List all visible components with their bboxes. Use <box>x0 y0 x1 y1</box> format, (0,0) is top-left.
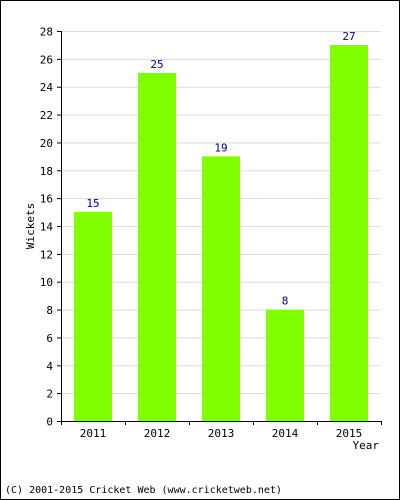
data-label: 19 <box>214 141 227 154</box>
x-tick-label: 2014 <box>272 427 299 440</box>
x-tick-label: 2011 <box>80 427 107 440</box>
axes <box>61 31 381 422</box>
y-tick-label: 4 <box>46 360 53 373</box>
y-tick-label: 28 <box>40 26 53 39</box>
y-tick-label: 18 <box>40 165 53 178</box>
bar-2014 <box>266 309 304 421</box>
y-tick-label: 10 <box>40 276 53 289</box>
y-tick-label: 26 <box>40 53 53 66</box>
bar-2015 <box>330 44 368 422</box>
y-axis-title: Wickets <box>24 203 37 249</box>
y-tick-label: 0 <box>46 416 53 429</box>
data-label: 15 <box>86 197 99 210</box>
x-tick-label: 2012 <box>144 427 171 440</box>
data-label: 25 <box>150 58 163 71</box>
bar-2011 <box>74 212 112 421</box>
data-label: 27 <box>342 30 355 43</box>
y-tick-label: 2 <box>46 388 53 401</box>
y-tick-label: 24 <box>40 81 54 94</box>
y-tick-label: 16 <box>40 193 53 206</box>
data-label: 8 <box>282 295 289 308</box>
x-axis-title: Year <box>353 439 380 452</box>
y-tick-label: 20 <box>40 137 53 150</box>
y-tick-label: 22 <box>40 109 53 122</box>
y-tick-label: 12 <box>40 248 53 261</box>
copyright-footer: (C) 2001-2015 Cricket Web (www.cricketwe… <box>5 485 282 496</box>
bar-2012 <box>138 72 176 422</box>
y-tick-label: 6 <box>46 332 53 345</box>
x-tick-label: 2015 <box>336 427 363 440</box>
x-tick-label: 2013 <box>208 427 235 440</box>
bars <box>74 44 368 422</box>
y-tick-label: 8 <box>46 304 53 317</box>
y-tick-label: 14 <box>40 221 54 234</box>
data-labels: 15 25 19 8 27 <box>86 30 355 308</box>
x-axis-ticks: 2011 2012 2013 2014 2015 <box>61 421 382 440</box>
bar-2013 <box>202 156 240 421</box>
